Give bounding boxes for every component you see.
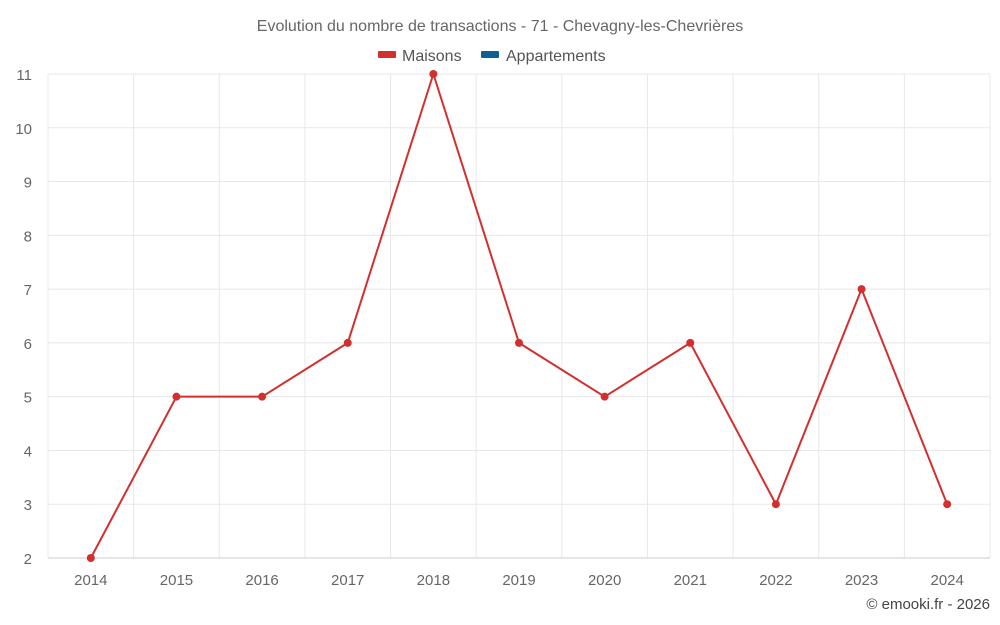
credit-text: © emooki.fr - 2026 xyxy=(866,596,990,613)
data-point-maisons[interactable] xyxy=(86,554,95,562)
legend-swatch-maisons xyxy=(378,51,396,58)
x-tick-label: 2017 xyxy=(331,572,364,589)
y-tick-label: 9 xyxy=(24,175,32,192)
x-tick-label: 2016 xyxy=(245,572,278,589)
x-tick-label: 2018 xyxy=(417,572,450,589)
y-tick-label: 4 xyxy=(24,443,32,460)
x-tick-label: 2015 xyxy=(160,572,193,589)
legend-label-appartements: Appartements xyxy=(506,48,606,65)
y-tick-label: 6 xyxy=(24,336,32,353)
x-tick-label: 2023 xyxy=(845,572,878,589)
y-tick-label: 8 xyxy=(24,228,32,245)
x-tick-label: 2019 xyxy=(502,572,535,589)
x-tick-label: 2022 xyxy=(759,572,792,589)
legend-label-maisons: Maisons xyxy=(402,48,462,65)
data-point-maisons[interactable] xyxy=(771,500,780,509)
data-point-maisons[interactable] xyxy=(857,285,866,294)
data-point-maisons[interactable] xyxy=(343,338,352,347)
y-tick-label: 5 xyxy=(24,390,32,407)
y-tick-label: 3 xyxy=(24,497,32,514)
data-point-maisons[interactable] xyxy=(686,338,695,347)
legend-swatch-appartements xyxy=(481,51,499,58)
x-tick-label: 2020 xyxy=(588,572,621,589)
y-tick-label: 11 xyxy=(16,67,32,84)
data-point-maisons[interactable] xyxy=(515,338,523,347)
x-tick-label: 2014 xyxy=(74,572,107,589)
data-point-maisons[interactable] xyxy=(600,392,609,401)
data-point-maisons[interactable] xyxy=(172,392,181,401)
legend: Maisons Appartements xyxy=(378,48,606,65)
data-point-maisons[interactable] xyxy=(429,70,438,78)
x-tick-label: 2024 xyxy=(930,572,963,589)
x-tick-label: 2021 xyxy=(674,572,707,589)
legend-item-maisons[interactable]: Maisons xyxy=(378,48,462,65)
legend-item-appartements[interactable]: Appartements xyxy=(481,48,606,65)
data-point-maisons[interactable] xyxy=(258,392,267,401)
y-tick-label: 10 xyxy=(15,121,32,138)
y-tick-label: 7 xyxy=(24,282,32,299)
y-tick-label: 2 xyxy=(24,551,32,568)
chart-title: Evolution du nombre de transactions - 71… xyxy=(257,18,743,35)
data-point-maisons[interactable] xyxy=(943,500,952,509)
